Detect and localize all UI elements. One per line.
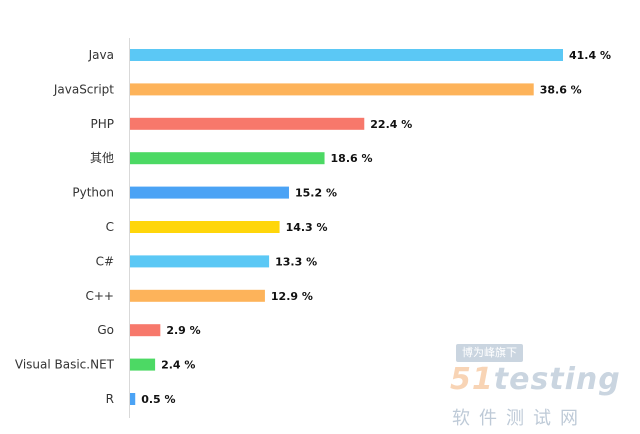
- bar-0: [130, 49, 563, 61]
- value-label: 12.9 %: [271, 290, 313, 303]
- category-label: Visual Basic.NET: [15, 358, 115, 372]
- category-label: PHP: [91, 117, 115, 131]
- value-label: 18.6 %: [331, 152, 373, 165]
- watermark-badge: 博为峰旗下: [456, 344, 523, 362]
- bar-8: [130, 324, 161, 337]
- value-label: 13.3 %: [275, 255, 317, 268]
- value-label: 15.2 %: [295, 187, 337, 200]
- value-label: 38.6 %: [540, 83, 582, 96]
- category-labels-group: Java JavaScript PHP 其他 Python C C# C++ Go Visual …: [15, 48, 115, 406]
- bar-1: [130, 83, 534, 96]
- watermark-logo-main: testing: [493, 362, 621, 397]
- category-label: Go: [97, 323, 114, 337]
- value-label: 2.9 %: [166, 324, 200, 337]
- category-label: JavaScript: [53, 82, 114, 96]
- value-labels-group: 41.4 % 38.6 % 22.4 % 18.6 % 15.2 % 14.3 % 13.3…: [141, 49, 611, 406]
- category-label: C++: [86, 289, 115, 303]
- bar-5: [130, 221, 280, 233]
- watermark-logo-text: 51testing: [450, 362, 621, 397]
- bar-9: [130, 358, 156, 371]
- value-label: 2.4 %: [161, 359, 195, 372]
- category-label: 其他: [90, 151, 114, 165]
- value-label: 22.4 %: [370, 118, 412, 131]
- bar-10: [130, 393, 136, 405]
- watermark-subtitle: 软件测试网: [452, 408, 587, 429]
- category-label: Java: [88, 48, 114, 62]
- category-label: R: [106, 392, 114, 406]
- bar-4: [130, 186, 289, 199]
- bars-group: [130, 49, 563, 405]
- bar-6: [130, 255, 270, 268]
- bar-7: [130, 289, 265, 302]
- watermark-logo-prefix: 51: [450, 362, 494, 397]
- bar-2: [130, 117, 365, 130]
- category-label: Python: [72, 186, 114, 200]
- category-label: C#: [96, 254, 114, 268]
- value-label: 14.3 %: [286, 221, 328, 234]
- bar-3: [130, 152, 325, 165]
- watermark-logo: 博为峰旗下 51testing 软件测试网: [448, 344, 634, 432]
- value-label: 41.4 %: [569, 49, 611, 62]
- category-label: C: [106, 220, 114, 234]
- value-label: 0.5 %: [141, 393, 175, 406]
